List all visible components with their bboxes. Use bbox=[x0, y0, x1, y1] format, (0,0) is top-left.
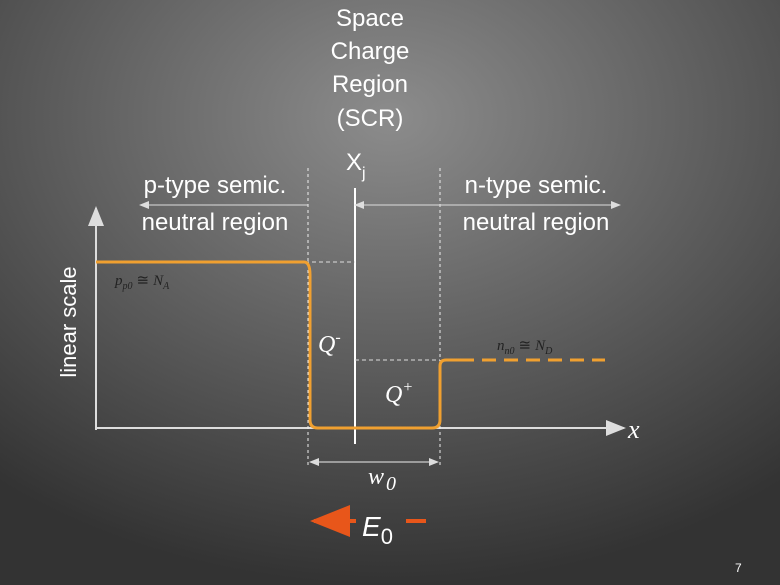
negative-charge: Q- bbox=[318, 329, 341, 358]
base: Q bbox=[318, 332, 335, 358]
region-line: neutral region bbox=[142, 209, 289, 236]
sub: A bbox=[162, 281, 170, 292]
junction-label: Xj bbox=[346, 149, 366, 182]
sup: + bbox=[402, 379, 413, 396]
sub: j bbox=[361, 165, 366, 182]
carrier-profile bbox=[96, 260, 460, 430]
base: n bbox=[497, 338, 505, 354]
base: w bbox=[368, 464, 384, 490]
sup: - bbox=[335, 329, 340, 346]
sub: 0 bbox=[386, 473, 396, 495]
y-axis-label: linear scale bbox=[56, 266, 81, 377]
title-line: Charge bbox=[331, 38, 410, 65]
base: N bbox=[152, 273, 164, 289]
positive-charge: Q+ bbox=[385, 379, 413, 408]
p-concentration: pp0 ≅ NA bbox=[114, 273, 170, 292]
region-line: neutral region bbox=[463, 209, 610, 236]
page-number: 7 bbox=[735, 561, 742, 575]
field-label: E0 bbox=[362, 511, 393, 549]
n-region-label: n-type semic. neutral region bbox=[463, 172, 610, 236]
sub: p0 bbox=[122, 281, 133, 292]
base: X bbox=[346, 149, 362, 176]
sub: n0 bbox=[505, 346, 515, 357]
relation: ≅ bbox=[519, 338, 532, 354]
p-region-label: p-type semic. neutral region bbox=[142, 172, 289, 236]
base: Q bbox=[385, 382, 402, 408]
base: E bbox=[362, 511, 381, 542]
relation: ≅ bbox=[137, 273, 150, 289]
base: p bbox=[114, 273, 123, 289]
title-line: Region bbox=[332, 71, 408, 98]
base: N bbox=[534, 338, 546, 354]
region-line: n-type semic. bbox=[465, 172, 608, 199]
n-concentration: nn0 ≅ ND bbox=[497, 338, 553, 357]
sub: 0 bbox=[381, 524, 393, 549]
region-line: p-type semic. bbox=[144, 172, 287, 199]
title-line: Space bbox=[336, 5, 404, 32]
title-line: (SCR) bbox=[337, 105, 404, 132]
sub: D bbox=[544, 346, 553, 357]
x-axis-label: x bbox=[627, 415, 640, 444]
scr-title: Space Charge Region (SCR) bbox=[331, 5, 410, 132]
